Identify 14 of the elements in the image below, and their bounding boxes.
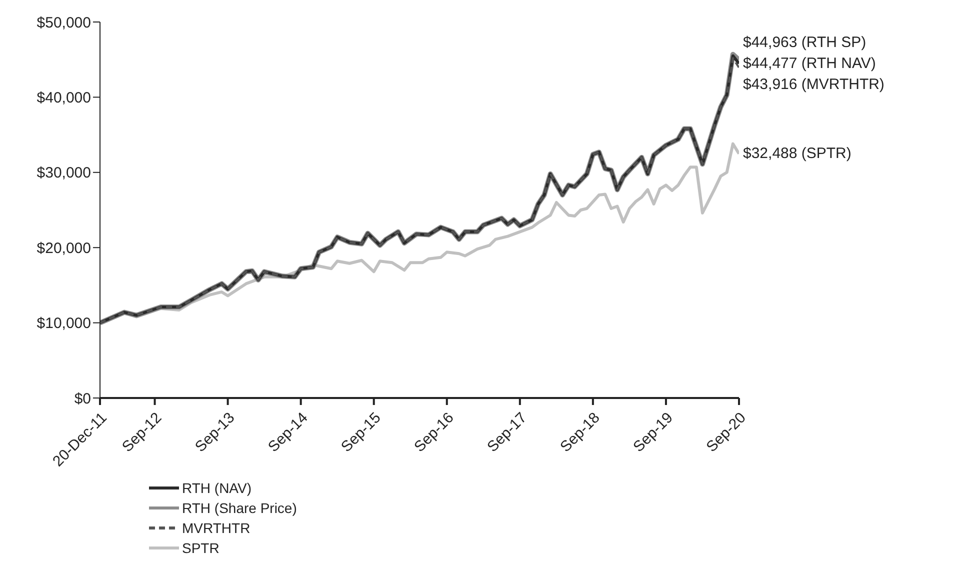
annotation: $32,488 (SPTR) (743, 144, 852, 164)
annotation: $43,916 (MVRTHTR) (743, 74, 884, 95)
annotation: $44,963 (RTH SP) (743, 32, 866, 53)
annotation: $44,477 (RTH NAV) (743, 54, 876, 74)
legend-label: RTH (Share Price) (182, 500, 297, 516)
legend-label: MVRTHTR (182, 520, 250, 536)
legend-label: SPTR (182, 540, 220, 556)
y-tick-label: $20,000 (36, 240, 91, 257)
y-tick-label: $0 (74, 390, 91, 408)
y-tick-label: $10,000 (36, 315, 91, 332)
legend-label: RTH (NAV) (182, 480, 252, 496)
y-tick-label: $40,000 (36, 90, 91, 107)
y-tick-label: $50,000 (36, 14, 91, 32)
y-tick-label: $30,000 (36, 164, 91, 182)
